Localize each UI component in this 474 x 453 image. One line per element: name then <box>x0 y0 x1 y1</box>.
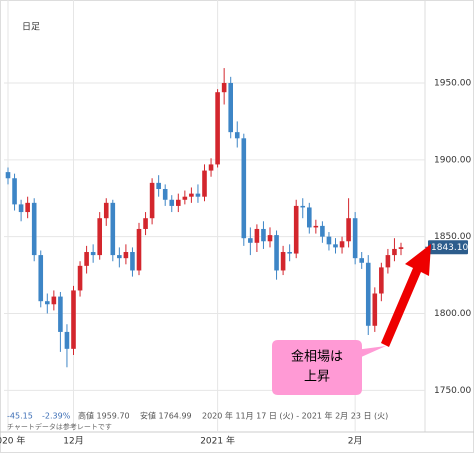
candle-body <box>136 228 142 271</box>
candle-body <box>51 296 57 305</box>
candle-body <box>149 182 155 219</box>
candle-body <box>379 267 384 294</box>
candle-body <box>208 164 214 171</box>
candle-body <box>221 82 227 93</box>
price-tag-box <box>428 240 468 255</box>
candle-body <box>189 193 194 197</box>
candle-body <box>293 205 299 254</box>
y-tick-label: 1750.00 <box>434 386 471 396</box>
x-tick-label: 2020 年 <box>0 435 25 447</box>
candle-body <box>228 82 233 133</box>
candle-body <box>215 92 220 165</box>
candle-body <box>162 189 168 200</box>
stat: -45.15 <box>7 412 33 421</box>
callout-text: 上昇 <box>304 370 330 385</box>
candle-body <box>274 235 279 271</box>
candle-body <box>176 199 181 206</box>
candle-body <box>117 255 122 259</box>
x-tick-label: 2021 年 <box>200 435 235 447</box>
candle-body <box>156 182 161 190</box>
y-tick-label: 1900.00 <box>434 155 471 165</box>
candle-body <box>123 252 129 259</box>
candle-body <box>372 293 378 326</box>
candle-body <box>90 252 96 256</box>
candle-body <box>84 252 89 266</box>
candle-body <box>64 331 70 349</box>
x-tick-label: 2月 <box>348 436 363 447</box>
candle-body <box>359 258 364 263</box>
candle-body <box>110 202 116 256</box>
candle-body <box>254 228 260 243</box>
candle-body <box>77 265 83 291</box>
candle-body <box>58 296 63 332</box>
candle-body <box>287 252 292 254</box>
candle-body <box>392 248 397 256</box>
stat: 安値 1764.99 <box>140 411 192 421</box>
callout-text: 金相場は <box>291 349 343 365</box>
candle-body <box>307 207 312 228</box>
candle-body <box>143 218 148 229</box>
x-tick-label: 12月 <box>63 436 83 447</box>
candle-body <box>169 199 175 206</box>
candle-body <box>97 218 102 256</box>
price-tag: 1843.10 <box>431 243 468 253</box>
note: チャートデータは参考レートです <box>7 422 112 431</box>
candle-body <box>352 218 358 259</box>
candle-body <box>71 290 76 349</box>
candle-body <box>326 236 332 245</box>
candle-body <box>267 235 273 242</box>
candle-body <box>12 178 17 205</box>
candle-body <box>130 252 135 271</box>
candle-body <box>45 301 50 305</box>
candle-body <box>280 252 286 271</box>
candle-body <box>346 218 351 242</box>
candle-body <box>234 132 240 139</box>
candle-body <box>182 196 188 200</box>
candle-body <box>339 241 345 248</box>
candle-body <box>25 202 30 213</box>
y-tick-label: 1950.00 <box>434 78 471 88</box>
candle-body <box>241 138 247 239</box>
candle-body <box>195 193 201 197</box>
candle-body <box>103 202 109 219</box>
stat: 2020 年 11月 17 日 (火) - 2021 年 2月 23 日 (火) <box>202 411 388 421</box>
candle-body <box>31 202 37 256</box>
arrow <box>381 244 431 347</box>
candle-body <box>385 255 391 268</box>
candle-body <box>320 225 325 237</box>
candle-body <box>333 244 338 248</box>
candle-body <box>365 262 371 326</box>
y-tick-label: 1850.00 <box>434 232 471 242</box>
candle-body <box>261 228 266 242</box>
candle-body <box>300 205 306 208</box>
stat: 高値 1959.70 <box>78 411 130 421</box>
candle-body <box>202 170 207 197</box>
candle-body <box>5 172 11 179</box>
candle-body <box>18 204 24 213</box>
y-tick-label: 1800.00 <box>434 309 471 319</box>
candle-body <box>38 255 44 302</box>
callout <box>272 340 386 395</box>
candle-body <box>313 225 319 228</box>
stat: -2.39% <box>42 412 71 421</box>
timeframe: 日足 <box>22 22 40 33</box>
candle-body <box>398 247 404 249</box>
candle-body <box>248 238 253 243</box>
